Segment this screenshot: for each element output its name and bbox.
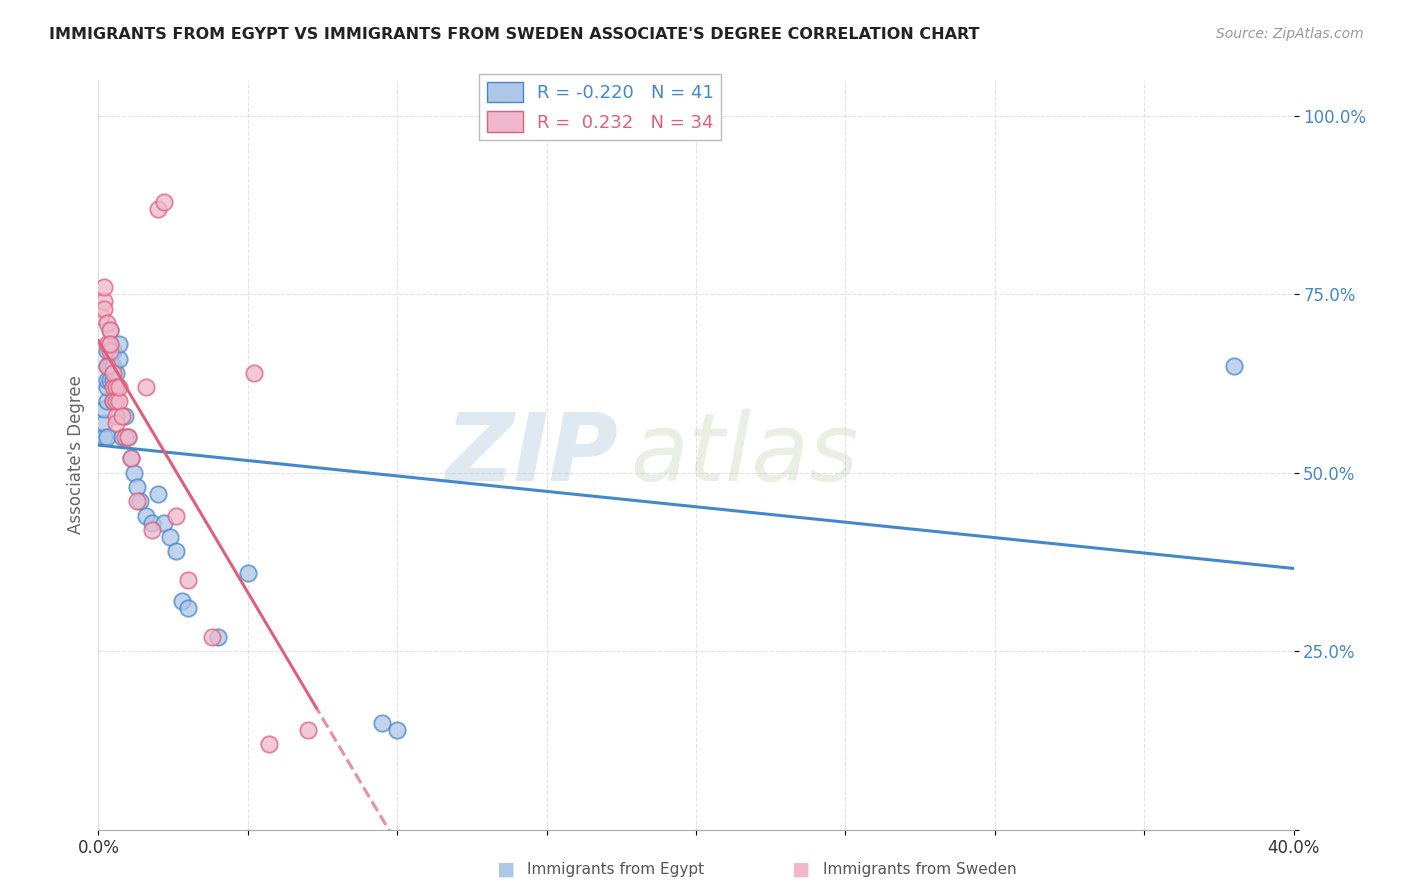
Point xyxy=(105,380,128,394)
Point xyxy=(108,394,131,409)
Point xyxy=(96,359,118,373)
Point xyxy=(96,316,118,330)
Point xyxy=(111,409,134,423)
Point xyxy=(120,451,142,466)
Text: IMMIGRANTS FROM EGYPT VS IMMIGRANTS FROM SWEDEN ASSOCIATE'S DEGREE CORRELATION C: IMMIGRANTS FROM EGYPT VS IMMIGRANTS FROM… xyxy=(49,27,980,42)
Point xyxy=(96,359,118,373)
Text: Immigrants from Sweden: Immigrants from Sweden xyxy=(823,863,1017,877)
Point xyxy=(93,280,115,294)
Point xyxy=(90,309,112,323)
Point xyxy=(108,337,131,351)
Point xyxy=(105,394,128,409)
Text: atlas: atlas xyxy=(630,409,859,500)
Point xyxy=(117,430,139,444)
Point xyxy=(159,530,181,544)
Point xyxy=(96,337,118,351)
Point xyxy=(98,337,122,351)
Point xyxy=(127,480,149,494)
Point xyxy=(120,451,142,466)
Point xyxy=(98,323,122,337)
Point xyxy=(177,573,200,587)
Point xyxy=(135,508,157,523)
Point xyxy=(207,630,229,644)
Point xyxy=(96,394,118,409)
Point xyxy=(165,508,187,523)
Point xyxy=(103,359,125,373)
Point xyxy=(105,366,128,380)
Legend: R = -0.220   N = 41, R =  0.232   N = 34: R = -0.220 N = 41, R = 0.232 N = 34 xyxy=(479,74,721,139)
Point xyxy=(124,466,146,480)
Point xyxy=(103,394,125,409)
Point xyxy=(141,523,163,537)
Point xyxy=(117,430,139,444)
Point xyxy=(98,373,122,387)
Point xyxy=(96,373,118,387)
Point xyxy=(96,430,118,444)
Point xyxy=(1223,359,1246,373)
Point xyxy=(108,351,131,366)
Point xyxy=(103,380,125,394)
Text: ZIP: ZIP xyxy=(446,409,619,501)
Point xyxy=(98,359,122,373)
Point xyxy=(93,430,115,444)
Point xyxy=(103,394,125,409)
Point xyxy=(165,544,187,558)
Point xyxy=(371,715,394,730)
Text: ◼: ◼ xyxy=(496,860,516,880)
Text: Source: ZipAtlas.com: Source: ZipAtlas.com xyxy=(1216,27,1364,41)
Point xyxy=(201,630,224,644)
Point xyxy=(135,380,157,394)
Point xyxy=(105,380,128,394)
Point xyxy=(96,380,118,394)
Point xyxy=(93,401,115,416)
Point xyxy=(114,430,136,444)
Point xyxy=(103,366,125,380)
Point xyxy=(129,494,152,508)
Point xyxy=(297,723,319,737)
Point xyxy=(93,301,115,316)
Point xyxy=(98,337,122,351)
Point xyxy=(141,516,163,530)
Point xyxy=(148,487,170,501)
Point xyxy=(153,194,176,209)
Point xyxy=(93,294,115,309)
Text: ◼: ◼ xyxy=(792,860,811,880)
Point xyxy=(177,601,200,615)
Point xyxy=(127,494,149,508)
Point xyxy=(96,344,118,359)
Point xyxy=(105,409,128,423)
Point xyxy=(103,373,125,387)
Point xyxy=(105,416,128,430)
Point xyxy=(111,430,134,444)
Point xyxy=(172,594,194,608)
Point xyxy=(243,366,266,380)
Y-axis label: Associate's Degree: Associate's Degree xyxy=(66,376,84,534)
Point xyxy=(114,409,136,423)
Point xyxy=(257,737,280,751)
Point xyxy=(103,344,125,359)
Point xyxy=(385,723,409,737)
Point xyxy=(93,416,115,430)
Point xyxy=(236,566,259,580)
Point xyxy=(98,344,122,359)
Text: Immigrants from Egypt: Immigrants from Egypt xyxy=(527,863,704,877)
Point xyxy=(98,323,122,337)
Point xyxy=(148,202,170,216)
Point xyxy=(108,380,131,394)
Point xyxy=(153,516,176,530)
